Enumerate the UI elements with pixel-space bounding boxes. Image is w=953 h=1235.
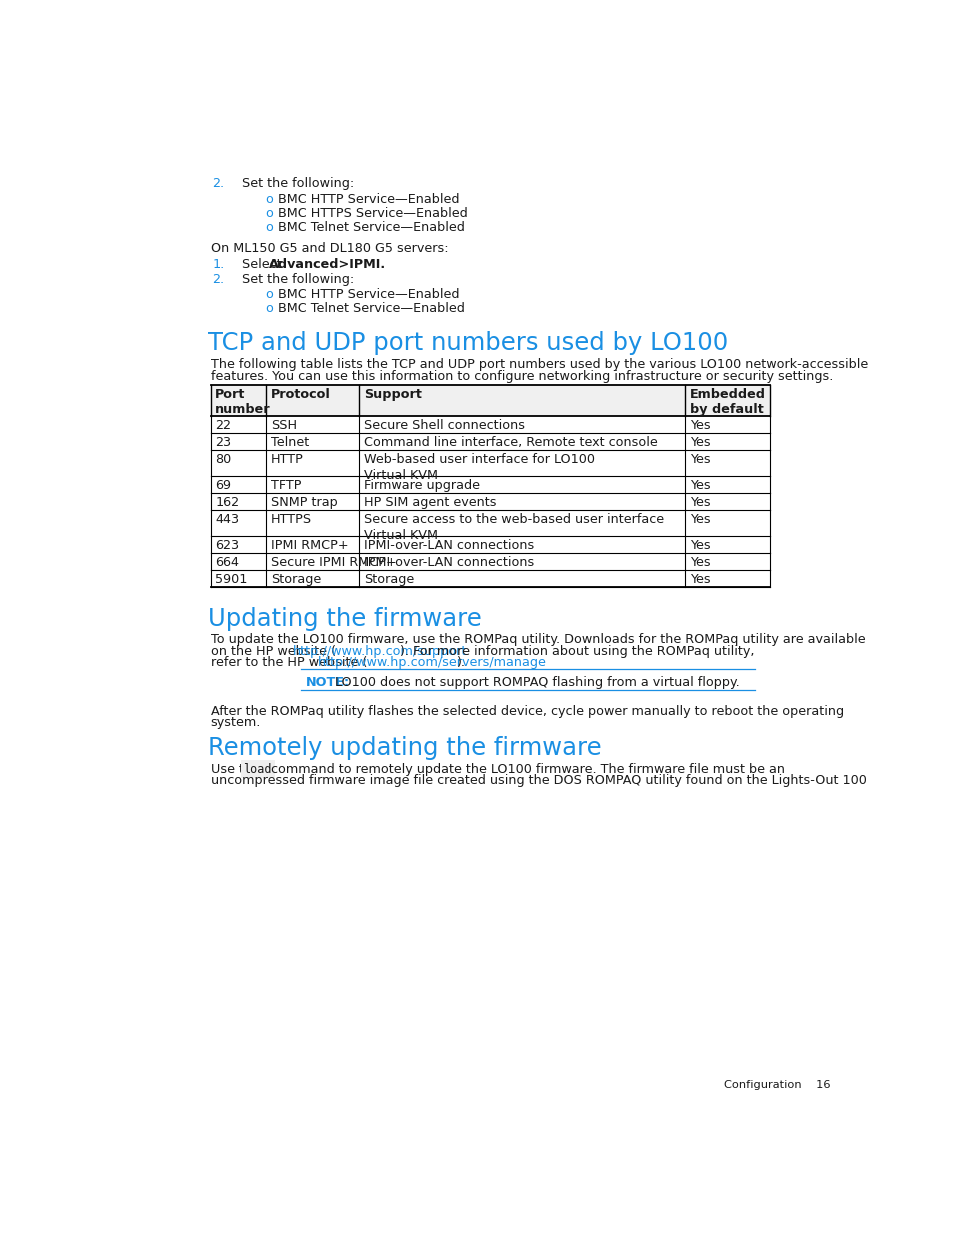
Text: Set the following:: Set the following:: [241, 273, 354, 287]
Text: 623: 623: [215, 540, 239, 552]
Text: Yes: Yes: [689, 496, 710, 509]
Text: Yes: Yes: [689, 540, 710, 552]
Text: uncompressed firmware image file created using the DOS ROMPAQ utility found on t: uncompressed firmware image file created…: [211, 774, 865, 787]
Text: Port
number: Port number: [215, 388, 271, 416]
Text: Embedded
by default: Embedded by default: [689, 388, 765, 416]
Text: BMC HTTPS Service—Enabled: BMC HTTPS Service—Enabled: [278, 206, 467, 220]
Text: refer to the HP website (: refer to the HP website (: [211, 656, 367, 669]
Text: Yes: Yes: [689, 514, 710, 526]
Text: SSH: SSH: [271, 419, 297, 432]
Text: Support: Support: [364, 388, 421, 400]
Text: TFTP: TFTP: [271, 479, 301, 493]
Text: Select: Select: [241, 258, 285, 270]
Text: IPMI RMCP+: IPMI RMCP+: [271, 540, 349, 552]
Text: Yes: Yes: [689, 556, 710, 569]
Text: Yes: Yes: [689, 453, 710, 466]
Text: Updating the firmware: Updating the firmware: [208, 608, 481, 631]
Text: ).: ).: [456, 656, 464, 669]
Text: BMC Telnet Service—Enabled: BMC Telnet Service—Enabled: [278, 221, 464, 233]
Text: 22: 22: [215, 419, 232, 432]
Text: Protocol: Protocol: [271, 388, 331, 400]
Text: 80: 80: [215, 453, 232, 466]
Text: NOTE:: NOTE:: [306, 676, 350, 689]
Text: 2.: 2.: [212, 178, 224, 190]
Text: Yes: Yes: [689, 419, 710, 432]
Text: The following table lists the TCP and UDP port numbers used by the various LO100: The following table lists the TCP and UD…: [211, 358, 867, 370]
Text: Configuration    16: Configuration 16: [723, 1079, 829, 1091]
Text: BMC HTTP Service—Enabled: BMC HTTP Service—Enabled: [278, 288, 459, 301]
Text: o: o: [265, 206, 273, 220]
Text: Secure access to the web-based user interface
Virtual KVM: Secure access to the web-based user inte…: [364, 514, 663, 542]
Text: Storage: Storage: [364, 573, 414, 587]
Text: 2.: 2.: [212, 273, 224, 287]
Text: HTTPS: HTTPS: [271, 514, 312, 526]
Text: Advanced>IPMI.: Advanced>IPMI.: [269, 258, 386, 270]
Text: IPMI-over-LAN connections: IPMI-over-LAN connections: [364, 540, 534, 552]
Text: 1.: 1.: [212, 258, 224, 270]
Text: Use the: Use the: [211, 763, 263, 776]
Text: SNMP trap: SNMP trap: [271, 496, 337, 509]
Text: http://www.hp.com/servers/manage: http://www.hp.com/servers/manage: [318, 656, 546, 669]
Text: command to remotely update the LO100 firmware. The firmware file must be an: command to remotely update the LO100 fir…: [267, 763, 784, 776]
Text: BMC Telnet Service—Enabled: BMC Telnet Service—Enabled: [278, 303, 464, 315]
Text: o: o: [265, 303, 273, 315]
Text: IPMI-over-LAN connections: IPMI-over-LAN connections: [364, 556, 534, 569]
Text: o: o: [265, 288, 273, 301]
Text: BMC HTTP Service—Enabled: BMC HTTP Service—Enabled: [278, 193, 459, 206]
Text: Telnet: Telnet: [271, 436, 309, 450]
Text: Storage: Storage: [271, 573, 321, 587]
Text: 69: 69: [215, 479, 232, 493]
Text: o: o: [265, 221, 273, 233]
Text: features. You can use this information to configure networking infrastructure or: features. You can use this information t…: [211, 370, 832, 383]
Text: on the HP website (: on the HP website (: [211, 645, 335, 658]
Text: o: o: [265, 193, 273, 206]
Text: 5901: 5901: [215, 573, 248, 587]
Text: http://www.hp.com/support: http://www.hp.com/support: [293, 645, 466, 658]
Text: Secure IPMI RMCP+: Secure IPMI RMCP+: [271, 556, 396, 569]
Text: Yes: Yes: [689, 436, 710, 450]
Text: 23: 23: [215, 436, 232, 450]
Text: Web-based user interface for LO100
Virtual KVM: Web-based user interface for LO100 Virtu…: [364, 453, 595, 482]
Text: 162: 162: [215, 496, 239, 509]
Text: Yes: Yes: [689, 479, 710, 493]
Text: 443: 443: [215, 514, 239, 526]
Text: To update the LO100 firmware, use the ROMPaq utility. Downloads for the ROMPaq u: To update the LO100 firmware, use the RO…: [211, 634, 864, 646]
Text: LO100 does not support ROMPAQ flashing from a virtual floppy.: LO100 does not support ROMPAQ flashing f…: [335, 676, 740, 689]
Text: HP SIM agent events: HP SIM agent events: [364, 496, 497, 509]
Text: Firmware upgrade: Firmware upgrade: [364, 479, 479, 493]
Text: Secure Shell connections: Secure Shell connections: [364, 419, 524, 432]
Text: TCP and UDP port numbers used by LO100: TCP and UDP port numbers used by LO100: [208, 331, 727, 356]
Text: After the ROMPaq utility flashes the selected device, cycle power manually to re: After the ROMPaq utility flashes the sel…: [211, 705, 843, 718]
Text: Command line interface, Remote text console: Command line interface, Remote text cons…: [364, 436, 658, 450]
Text: load: load: [243, 763, 272, 776]
Text: On ML150 G5 and DL180 G5 servers:: On ML150 G5 and DL180 G5 servers:: [211, 242, 448, 256]
Text: Remotely updating the firmware: Remotely updating the firmware: [208, 736, 600, 761]
Text: Set the following:: Set the following:: [241, 178, 354, 190]
Text: HTTP: HTTP: [271, 453, 304, 466]
Text: Yes: Yes: [689, 573, 710, 587]
Bar: [211, 385, 769, 416]
Text: 664: 664: [215, 556, 239, 569]
Text: system.: system.: [211, 716, 261, 730]
Text: ). For more information about using the ROMPaq utility,: ). For more information about using the …: [399, 645, 754, 658]
